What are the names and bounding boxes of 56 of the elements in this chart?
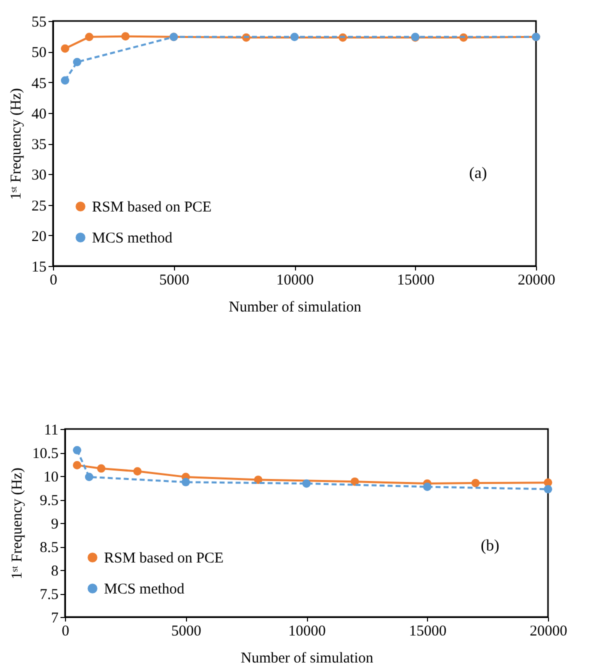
y-tick-label: 25: [32, 198, 46, 214]
legend-label: MCS method: [92, 230, 173, 246]
point: [84, 472, 94, 482]
point: [121, 32, 130, 40]
y-tick-label: 30: [32, 168, 46, 184]
annotation: (b): [480, 538, 500, 555]
x-axis-title: Number of simulation: [228, 300, 362, 316]
point: [72, 446, 82, 454]
point: [72, 461, 82, 470]
point: [302, 479, 311, 488]
y-tick-label: 8: [51, 564, 58, 580]
y-tick-label: 20: [32, 228, 46, 245]
point: [133, 467, 142, 476]
x-tick-label: 20000: [518, 272, 556, 288]
legend-label: MCS method: [104, 582, 185, 598]
x-tick-label: 10000: [276, 272, 314, 288]
point: [182, 478, 190, 486]
point: [60, 76, 70, 85]
x-tick-label: 10000: [288, 624, 326, 640]
y-tick-label: 15: [32, 260, 46, 276]
y-tick-label: 10.5: [32, 446, 58, 462]
point: [471, 478, 480, 488]
annotation: (a): [469, 164, 487, 182]
x-tick-label: 5000: [171, 624, 202, 640]
y-tick-label: 50: [32, 45, 46, 62]
y-tick-label: 9.5: [40, 493, 58, 509]
y-axis-title: 1ˢᵗ Frequency (Hz): [8, 88, 24, 200]
y-tick-label: 45: [32, 76, 46, 92]
y-tick-label: 8.5: [40, 540, 58, 556]
point: [85, 32, 94, 42]
x-tick-label: 15000: [409, 624, 446, 640]
y-tick-label: 7.5: [40, 587, 58, 603]
y-tick-label: 40: [32, 106, 46, 122]
y-tick-label: 55: [32, 14, 46, 30]
point: [254, 476, 262, 484]
point: [350, 477, 359, 486]
point: [423, 482, 432, 491]
x-tick-label: 0: [50, 272, 58, 288]
point: [60, 44, 70, 53]
y-axis-title: 1ˢᵗ Frequency (Hz): [9, 468, 26, 580]
point: [72, 58, 82, 66]
point: [97, 464, 106, 473]
x-tick-label: 20000: [530, 624, 568, 640]
y-tick-label: 10: [44, 470, 58, 486]
y-tick-label: 11: [44, 422, 58, 438]
legend-label: RSM based on PCE: [104, 550, 224, 566]
point: [544, 484, 552, 494]
y-tick-label: 7: [51, 610, 59, 626]
x-axis-title: Number of simulation: [240, 650, 374, 666]
x-tick-label: 5000: [159, 272, 190, 288]
y-tick-label: 35: [32, 137, 46, 153]
x-tick-label: 15000: [397, 272, 434, 288]
legend-label: RSM based on PCE: [92, 200, 212, 216]
y-tick-label: 9: [51, 516, 58, 532]
x-tick-label: 0: [62, 624, 70, 640]
point: [290, 32, 299, 42]
